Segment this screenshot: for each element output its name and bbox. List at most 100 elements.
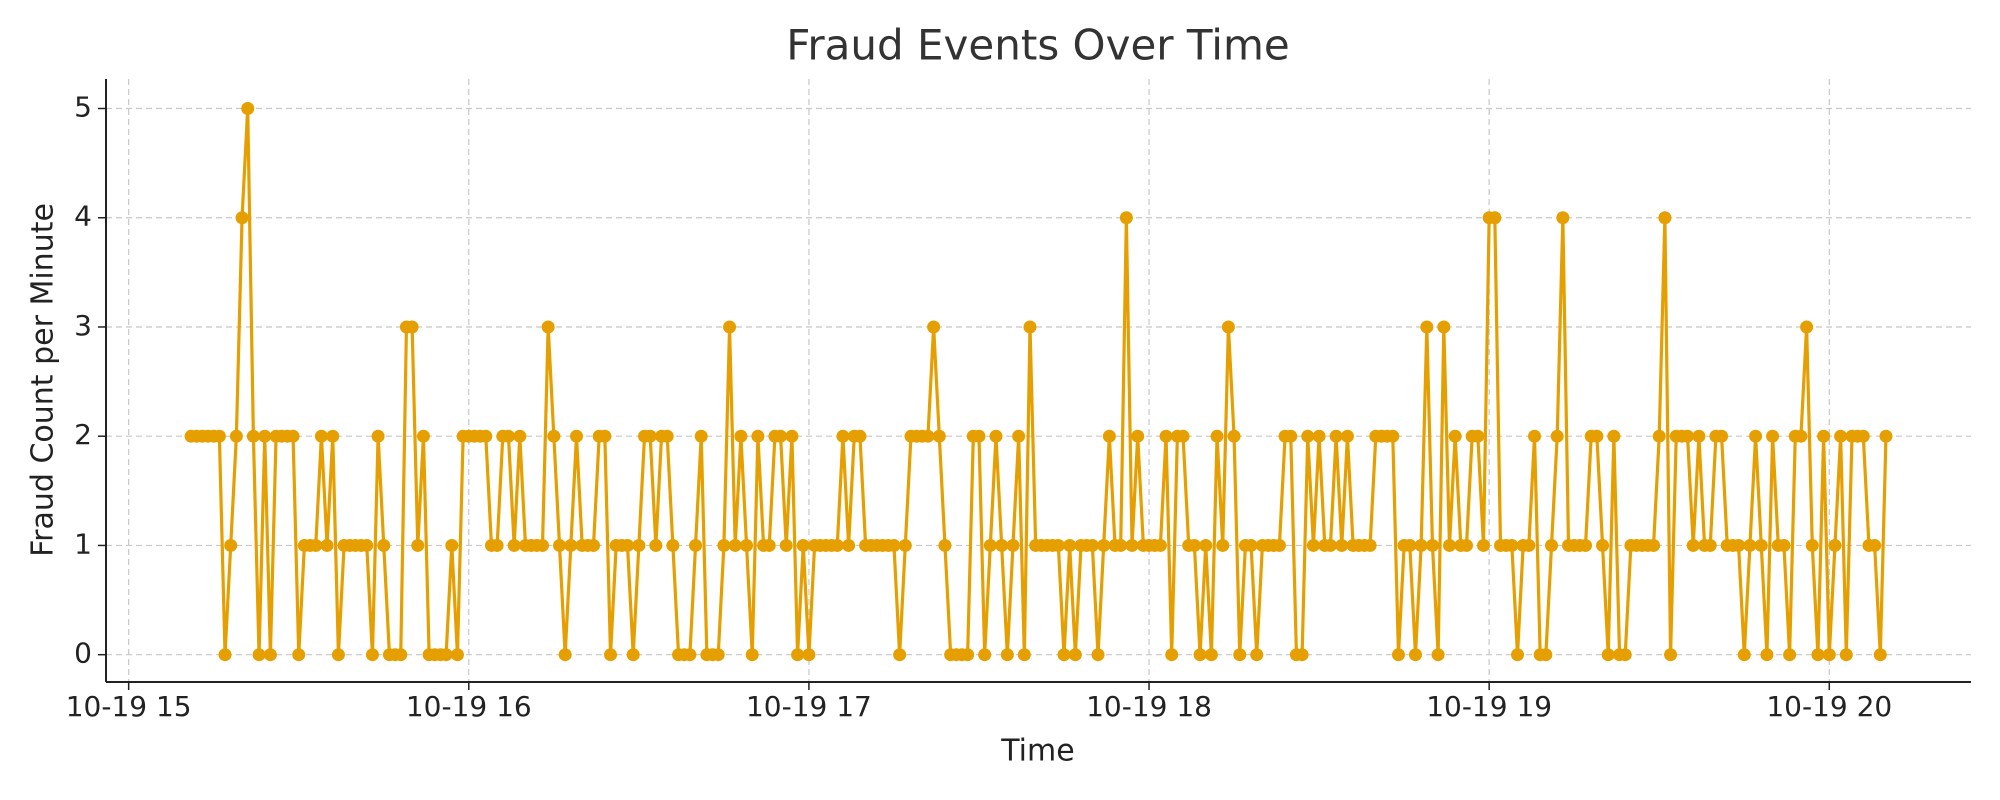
data-point	[1114, 538, 1128, 552]
data-point	[326, 429, 340, 443]
data-point	[411, 538, 425, 552]
data-point	[1868, 538, 1882, 552]
data-point	[1476, 538, 1490, 552]
x-tick-label: 10-19 16	[406, 690, 532, 723]
y-tick-label: 5	[74, 90, 92, 123]
data-point	[1159, 429, 1173, 443]
data-point	[694, 429, 708, 443]
data-point	[1856, 429, 1870, 443]
data-point	[1204, 648, 1218, 662]
data-point	[1556, 211, 1570, 225]
data-point	[1301, 429, 1315, 443]
data-point	[1732, 538, 1746, 552]
data-point	[1805, 538, 1819, 552]
data-point	[1834, 429, 1848, 443]
data-point	[570, 429, 584, 443]
data-point	[331, 648, 345, 662]
data-point	[1777, 538, 1791, 552]
x-tick-label: 10-19 18	[1086, 690, 1212, 723]
data-point	[723, 320, 737, 334]
data-point	[212, 429, 226, 443]
x-tick-label: 10-19 19	[1426, 690, 1552, 723]
y-tick-label: 1	[74, 527, 92, 560]
data-point	[501, 429, 515, 443]
data-point	[1437, 320, 1451, 334]
data-point	[450, 648, 464, 662]
data-point	[1210, 429, 1224, 443]
data-point	[1459, 538, 1473, 552]
data-point	[1550, 429, 1564, 443]
data-point	[416, 429, 430, 443]
data-point	[1596, 538, 1610, 552]
data-point	[535, 538, 549, 552]
data-point	[263, 648, 277, 662]
data-point	[796, 538, 810, 552]
data-point	[1749, 429, 1763, 443]
data-point	[258, 429, 272, 443]
data-point	[1187, 538, 1201, 552]
y-axis-label: Fraud Count per Minute	[26, 203, 61, 557]
data-point	[1119, 211, 1133, 225]
data-point	[1839, 648, 1853, 662]
x-tick-label: 10-19 17	[746, 690, 872, 723]
data-point	[224, 538, 238, 552]
data-point	[1647, 538, 1661, 552]
data-point	[1760, 648, 1774, 662]
data-point	[1743, 538, 1757, 552]
data-point	[547, 429, 561, 443]
data-point	[1414, 538, 1428, 552]
data-point	[1176, 429, 1190, 443]
data-point	[1715, 429, 1729, 443]
data-point	[377, 538, 391, 552]
data-point	[1023, 320, 1037, 334]
data-point	[1363, 538, 1377, 552]
data-point	[1505, 538, 1519, 552]
data-point	[235, 211, 249, 225]
data-point	[1063, 538, 1077, 552]
data-point	[898, 538, 912, 552]
data-point	[711, 648, 725, 662]
data-point	[1017, 648, 1031, 662]
data-point	[689, 538, 703, 552]
data-point	[1272, 538, 1286, 552]
data-point	[1306, 538, 1320, 552]
data-point	[666, 538, 680, 552]
data-point	[552, 538, 566, 552]
x-tick-label: 10-19 20	[1766, 690, 1892, 723]
data-point	[218, 648, 232, 662]
data-point	[1607, 429, 1621, 443]
data-point	[1193, 648, 1207, 662]
data-point	[1068, 648, 1082, 662]
data-point	[1522, 538, 1536, 552]
data-point	[978, 648, 992, 662]
data-point	[1618, 648, 1632, 662]
data-point	[1408, 648, 1422, 662]
data-point	[728, 538, 742, 552]
data-point	[490, 538, 504, 552]
data-point	[371, 429, 385, 443]
data-point	[314, 429, 328, 443]
data-point	[1817, 429, 1831, 443]
data-point	[927, 320, 941, 334]
data-point	[1425, 538, 1439, 552]
data-point	[830, 538, 844, 552]
data-point	[1403, 538, 1417, 552]
data-point	[1097, 538, 1111, 552]
data-point	[745, 648, 759, 662]
data-point	[1681, 429, 1695, 443]
data-point	[1539, 648, 1553, 662]
data-point	[1335, 538, 1349, 552]
data-point	[1216, 538, 1230, 552]
data-point	[1391, 648, 1405, 662]
data-point	[1091, 648, 1105, 662]
data-point	[836, 429, 850, 443]
data-point	[1284, 429, 1298, 443]
data-point	[439, 648, 453, 662]
data-point	[1879, 429, 1893, 443]
data-point	[604, 648, 618, 662]
data-point	[1448, 429, 1462, 443]
data-point	[660, 429, 674, 443]
data-point	[621, 538, 635, 552]
